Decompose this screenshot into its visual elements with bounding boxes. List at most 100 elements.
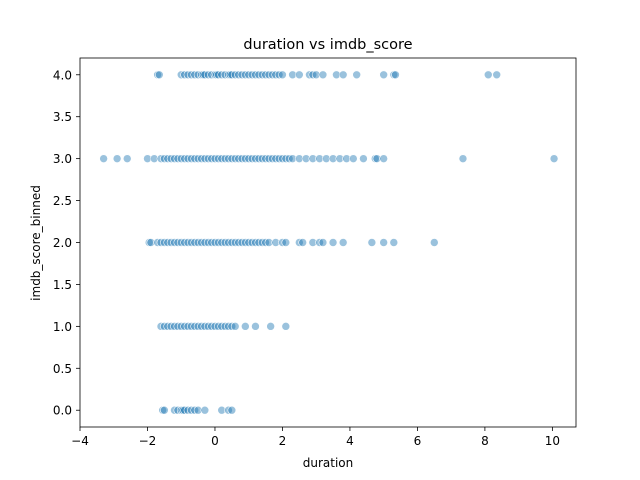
scatter-point: [200, 322, 210, 331]
scatter-point: [483, 70, 493, 80]
scatter-point: [197, 322, 206, 331]
scatter-point: [214, 238, 223, 247]
scatter-point: [214, 70, 223, 80]
scatter-point: [271, 238, 281, 247]
scatter-point: [338, 238, 348, 247]
x-tick-label: 4: [346, 434, 354, 448]
scatter-point: [176, 154, 186, 163]
scatter-point: [308, 238, 318, 247]
scatter-point: [391, 70, 400, 80]
scatter-point: [173, 405, 183, 415]
scatter-point: [328, 154, 338, 163]
scatter-point: [122, 154, 132, 163]
scatter-point: [247, 154, 257, 163]
scatter-point: [241, 154, 250, 163]
y-tick-label: 1.0: [53, 320, 72, 334]
y-tick-label: 2.5: [53, 194, 72, 208]
scatter-point: [149, 154, 159, 163]
scatter-point: [200, 238, 210, 247]
scatter-point: [264, 238, 274, 247]
x-axis: −4 −2 0 2 4 6 8 10: [71, 427, 560, 448]
scatter-point: [224, 238, 233, 247]
scatter-point: [163, 154, 173, 163]
scatter-point: [328, 238, 338, 247]
scatter-point: [458, 154, 468, 163]
scatter-point: [200, 405, 210, 415]
scatter-point: [203, 154, 213, 163]
scatter-point: [200, 70, 210, 80]
scatter-point: [234, 154, 243, 163]
scatter-point: [227, 70, 237, 80]
scatter-point: [187, 405, 196, 415]
scatter-point: [197, 238, 206, 247]
scatter-point: [173, 238, 183, 247]
scatter-point: [180, 154, 189, 163]
scatter-point: [190, 70, 200, 80]
scatter-point: [207, 70, 216, 80]
scatter-point: [295, 154, 304, 163]
scatter-point: [352, 70, 361, 80]
scatter-point: [274, 154, 284, 163]
scatter-point: [234, 238, 243, 247]
y-tick-label: 3.0: [53, 152, 72, 166]
scatter-point: [264, 70, 274, 80]
scatter-point: [271, 154, 281, 163]
scatter-point: [281, 154, 291, 163]
scatter-point: [266, 322, 275, 331]
scatter-point: [170, 154, 179, 163]
scatter-point: [187, 238, 196, 247]
scatter-point: [264, 154, 274, 163]
y-tick-label: 1.5: [53, 278, 72, 292]
scatter-point: [187, 322, 196, 331]
scatter-point: [207, 154, 216, 163]
scatter-point: [311, 70, 321, 80]
scatter-point: [247, 238, 257, 247]
scatter-point: [379, 238, 388, 247]
scatter-point: [257, 238, 267, 247]
x-tick-label: 10: [545, 434, 560, 448]
scatter-point: [166, 322, 176, 331]
scatter-point: [241, 238, 250, 247]
scatter-point: [160, 238, 169, 247]
scatter-point: [247, 70, 257, 80]
scatter-point: [338, 70, 348, 80]
scatter-point: [193, 405, 203, 415]
scatter-point: [220, 70, 230, 80]
scatter-point: [288, 154, 297, 163]
scatter-point: [257, 70, 267, 80]
scatter-point: [143, 154, 152, 163]
scatter-point: [549, 154, 559, 163]
scatter-point: [166, 154, 176, 163]
scatter-point: [156, 322, 166, 331]
x-tick-label: −4: [71, 434, 89, 448]
scatter-point: [278, 70, 287, 80]
scatter-point: [389, 238, 399, 247]
scatter-point: [217, 154, 227, 163]
y-axis: 0.0 0.5 1.0 1.5 2.0 2.5 3.0 3.5 4.0: [53, 68, 80, 418]
scatter-point: [176, 238, 186, 247]
scatter-point: [210, 322, 220, 331]
scatter-point: [268, 154, 277, 163]
scatter-point: [322, 154, 331, 163]
scatter-point: [160, 322, 169, 331]
scatter-point: [305, 70, 314, 80]
scatter-point: [220, 238, 230, 247]
scatter-point: [251, 238, 260, 247]
scatter-point: [244, 154, 254, 163]
scatter-point: [214, 322, 223, 331]
scatter-point: [187, 154, 196, 163]
scatter-point: [244, 70, 254, 80]
scatter-point: [227, 238, 237, 247]
scatter-point: [227, 405, 237, 415]
scatter-point: [176, 70, 186, 80]
y-axis-label: imdb_score_binned: [29, 185, 43, 301]
scatter-point: [220, 154, 230, 163]
scatter-point: [492, 70, 502, 80]
scatter-point: [190, 405, 200, 415]
scatter-point: [230, 154, 240, 163]
scatter-point: [99, 154, 108, 163]
scatter-point: [183, 238, 193, 247]
scatter-point: [315, 154, 324, 163]
scatter-point: [203, 70, 213, 80]
